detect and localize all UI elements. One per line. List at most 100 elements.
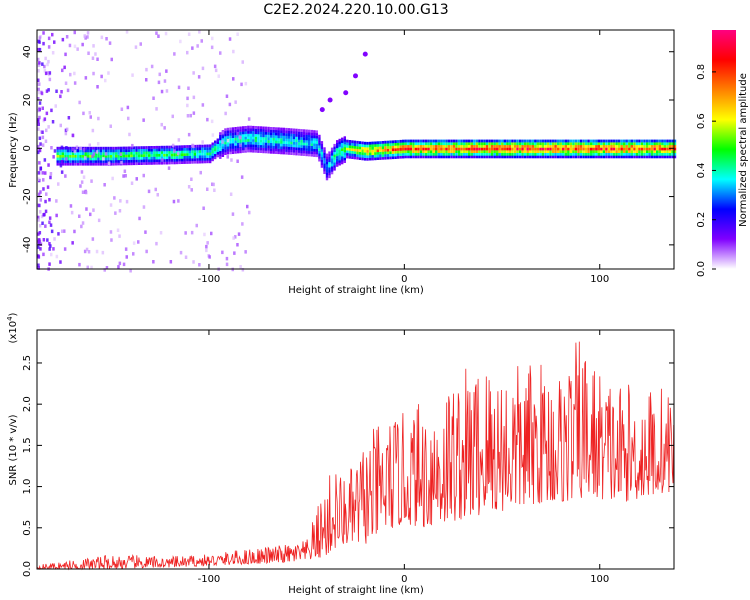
spectrogram-cell	[473, 150, 476, 153]
spectrogram-cell	[60, 170, 64, 174]
spectrogram-cell	[358, 143, 362, 147]
spectrogram-cell	[46, 185, 50, 189]
spectrogram-cell	[396, 148, 400, 151]
spectrogram-cell	[508, 152, 512, 156]
spectrogram-cell	[389, 145, 392, 149]
spectrogram-cell	[277, 135, 280, 139]
spectrogram-cell	[562, 139, 565, 143]
spectrogram-cell	[247, 144, 250, 148]
spectrogram-cell	[346, 145, 349, 148]
spectrogram-cell	[490, 147, 494, 151]
spectrogram-cell	[653, 147, 656, 151]
spectrogram-cell	[96, 85, 99, 89]
spectrogram-cell	[389, 140, 392, 144]
spectrogram-cell	[290, 144, 293, 147]
spectrogram-cell	[673, 144, 677, 148]
spectrogram-cell	[244, 131, 247, 135]
spectrogram-cell	[569, 142, 573, 146]
spectrogram-cell	[338, 149, 341, 153]
spectrogram-cell	[617, 152, 621, 156]
spectrogram-cell	[125, 159, 128, 163]
spectrogram-cell	[348, 140, 352, 143]
spectrogram-cell	[536, 150, 539, 153]
spectrogram-cell	[493, 155, 496, 159]
spectrogram-cell	[668, 147, 672, 151]
spectrogram-cell	[225, 94, 229, 98]
spectrogram-cell	[503, 147, 506, 151]
spectrogram-cell	[142, 205, 146, 209]
spectrogram-cell	[173, 156, 176, 159]
spectrogram-cell	[87, 154, 90, 158]
spectrogram-cell	[224, 138, 227, 142]
spectrogram-cell	[91, 237, 95, 241]
spectrogram-cell	[290, 138, 293, 142]
spectrogram-cell	[224, 152, 227, 155]
spectrogram-cell	[142, 156, 146, 160]
spectrogram-cell	[216, 151, 219, 155]
spectrogram-cell	[572, 152, 575, 156]
spectrogram-cell	[506, 155, 509, 159]
spectrogram-cell	[127, 159, 131, 163]
spectrogram-cell	[198, 263, 201, 267]
spectrogram-cell	[455, 152, 458, 156]
spectrogram-cell	[419, 155, 423, 159]
spectrogram-cell	[584, 147, 588, 151]
spectrogram-cell	[234, 150, 237, 154]
spectrogram-cell	[323, 150, 326, 153]
spectrogram-cell	[526, 144, 529, 148]
spectrogram-cell	[254, 141, 258, 145]
spectrogram-cell	[313, 148, 316, 152]
spectrogram-cell	[470, 155, 473, 159]
spectrogram-cell	[56, 149, 59, 153]
spectrogram-cell	[663, 155, 666, 159]
spectrogram-cell	[89, 154, 92, 158]
spectrogram-cell	[475, 155, 479, 159]
spectrogram-cell	[574, 142, 578, 146]
spectrogram-cell	[656, 155, 659, 159]
spectrogram-cell	[262, 134, 265, 138]
spectrogram-cell	[336, 164, 339, 167]
spectrogram-cell	[99, 162, 103, 166]
spectrogram-cell	[310, 143, 313, 146]
spectrogram-cell	[424, 142, 428, 146]
spectrogram-cell	[612, 142, 616, 146]
spectrogram-cell	[231, 151, 235, 154]
spectrogram-cell	[320, 154, 324, 158]
spectrogram-cell	[610, 147, 613, 151]
spectrogram-cell	[628, 142, 631, 146]
spectrogram-cell	[447, 147, 451, 151]
spectrogram-cell	[277, 148, 280, 152]
spectrogram-cell	[73, 71, 76, 76]
spectrogram-cell	[346, 155, 349, 159]
spectrogram-cell	[120, 107, 124, 111]
spectrogram-cell	[57, 182, 60, 186]
spectrogram-cell	[165, 151, 169, 154]
spectrogram-cell	[617, 147, 621, 151]
spectrogram-cell	[287, 136, 291, 139]
spectrogram-cell	[623, 139, 626, 143]
spectrogram-cell	[201, 140, 204, 144]
spectrogram-cell	[160, 151, 164, 154]
spectrogram-cell	[480, 139, 484, 143]
spectrogram-cell	[607, 152, 611, 156]
spectrogram-cell	[145, 159, 148, 163]
spectrogram-cell	[277, 127, 280, 131]
spectrogram-cell	[452, 147, 456, 151]
spectrogram-cell	[475, 150, 479, 153]
spectrogram-cell	[544, 144, 547, 148]
spectrogram-cell	[612, 152, 616, 156]
spectrogram-cell	[648, 155, 651, 159]
spectrogram-cell	[389, 151, 392, 154]
spectrogram-cell	[536, 155, 539, 159]
spectrogram-cell	[211, 36, 214, 41]
spectrogram-cell	[305, 145, 308, 149]
spectrogram-cell	[531, 147, 534, 151]
spectrogram-cell	[145, 146, 148, 149]
spectrogram-cell	[650, 142, 654, 146]
spectrogram-cell	[358, 149, 362, 152]
spectrogram-cell	[275, 145, 278, 149]
spectrogram-cell	[595, 142, 598, 146]
spectrogram-cell	[587, 155, 590, 159]
spectrogram-cell	[239, 265, 242, 269]
spectrogram-cell	[195, 223, 198, 228]
